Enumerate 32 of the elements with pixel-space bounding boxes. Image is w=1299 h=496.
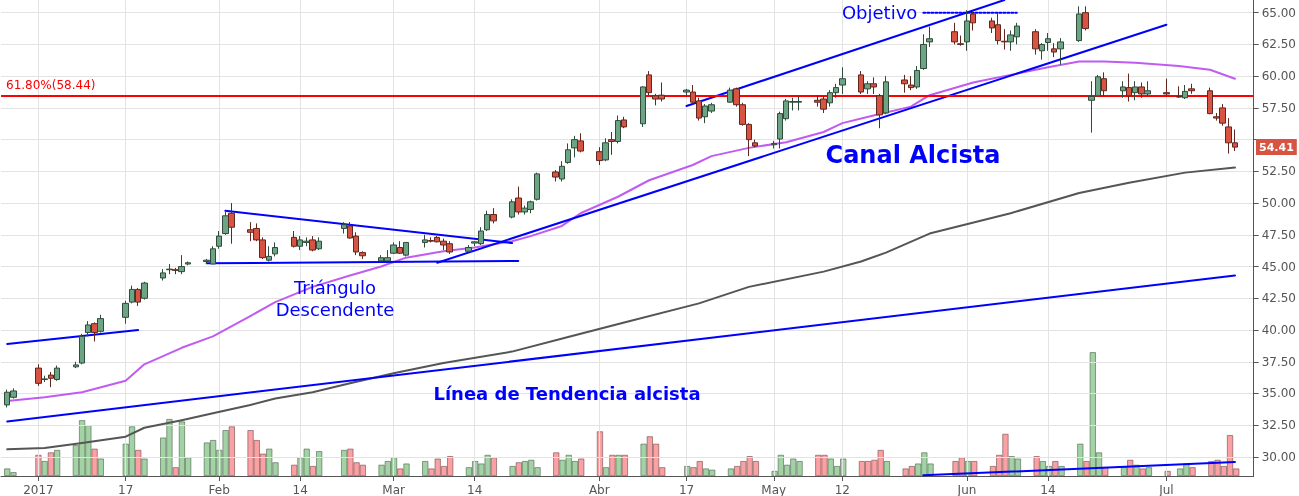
y-tick-label: 57.50	[1261, 100, 1297, 115]
y-tick-label: 37.50	[1261, 354, 1297, 369]
y-tick-label: 60.00	[1261, 69, 1297, 84]
y-tick-label: 45.00	[1261, 259, 1297, 274]
y-tick-label: 50.00	[1261, 196, 1297, 211]
x-tick-label: 17	[118, 483, 134, 496]
y-tick-label: 65.00	[1261, 5, 1297, 20]
x-tick-label: 12	[834, 483, 850, 496]
x-tick-label: Jul	[1158, 483, 1174, 496]
x-tick-label: Jun	[956, 483, 977, 496]
y-tick-label: 62.50	[1261, 37, 1297, 52]
annotation: Línea de Tendencia alcista	[433, 382, 701, 404]
y-tick-label: 47.50	[1261, 227, 1297, 242]
x-tick-label: 2017	[23, 483, 54, 496]
x-tick-label: 14	[1040, 483, 1056, 496]
y-tick-label: 40.00	[1261, 323, 1297, 338]
annotation: Canal Alcista	[825, 141, 1001, 169]
y-tick-label: 52.50	[1261, 164, 1297, 179]
x-tick-label: Feb	[208, 483, 230, 496]
x-tick-label: 17	[678, 483, 695, 496]
x-tick-label: Mar	[382, 483, 406, 496]
annotation: 54.41	[1259, 140, 1294, 154]
x-tick-label: May	[761, 483, 787, 496]
annotation: Objetivo	[841, 2, 918, 24]
x-tick-label: 14	[292, 483, 308, 496]
y-tick-label: 35.00	[1261, 386, 1297, 401]
y-tick-label: 32.50	[1261, 418, 1297, 433]
y-tick-label: 30.00	[1261, 449, 1297, 464]
y-tick-label: 42.50	[1261, 291, 1297, 306]
x-tick-label: Abr	[588, 483, 610, 496]
x-tick-label: 14	[467, 483, 483, 496]
ref-line-label: 61.80%(58.44)	[6, 77, 96, 92]
